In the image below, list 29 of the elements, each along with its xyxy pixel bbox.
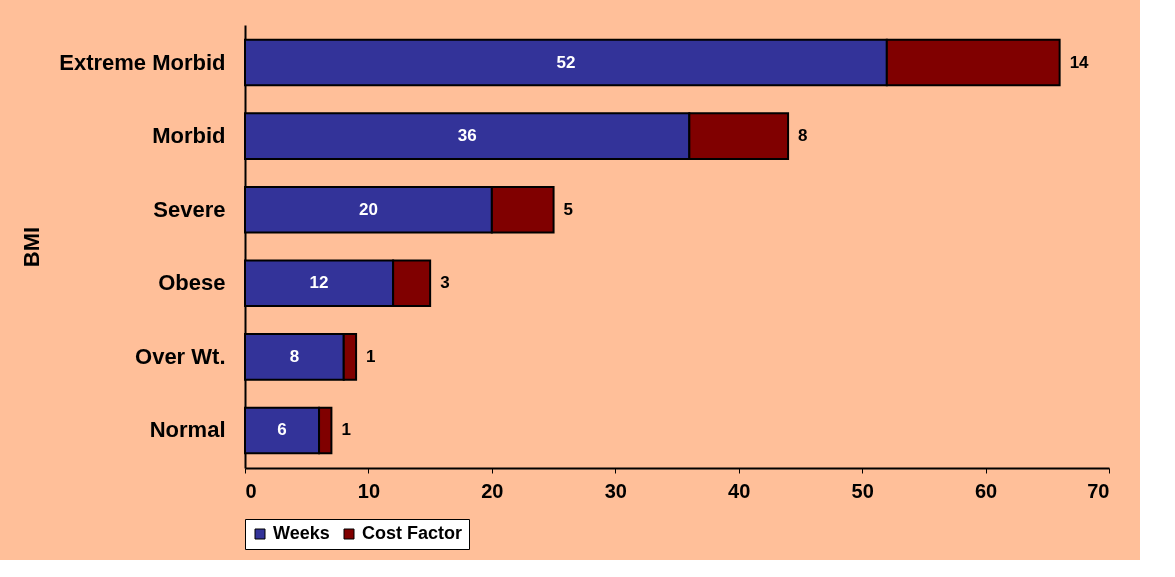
- data-label: 20: [358, 199, 378, 219]
- x-tick-label: 40: [728, 479, 751, 502]
- data-label: 52: [556, 52, 576, 72]
- legend-label: Cost Factor: [362, 523, 463, 543]
- y-tick-label: Extreme Morbid: [59, 49, 226, 75]
- legend-label: Weeks: [273, 523, 330, 543]
- data-label: 36: [457, 126, 477, 146]
- x-tick-label: 60: [974, 479, 998, 502]
- y-tick-label: Severe: [153, 196, 226, 222]
- y-axis-title: BMI: [19, 226, 45, 268]
- x-tick-label: 10: [357, 479, 381, 502]
- y-tick-label: Over Wt.: [135, 343, 226, 369]
- data-label: 5: [563, 199, 574, 219]
- x-tick-label: 50: [851, 479, 874, 502]
- data-label: 14: [1069, 52, 1090, 72]
- y-tick-label: Morbid: [152, 123, 226, 149]
- x-tick-label: 70: [1087, 479, 1110, 502]
- data-label: 6: [277, 420, 287, 440]
- data-label: 3: [440, 273, 450, 293]
- data-label: 1: [366, 346, 376, 366]
- x-tick-label: 0: [245, 479, 257, 502]
- y-tick-label: Normal: [149, 417, 226, 443]
- y-tick-label: Obese: [158, 270, 226, 296]
- data-label: 12: [309, 273, 329, 293]
- data-label: 8: [289, 346, 300, 366]
- data-label: 8: [798, 126, 808, 146]
- data-label: 1: [341, 420, 351, 440]
- x-tick-label: 20: [481, 479, 504, 502]
- x-tick-label: 30: [604, 479, 627, 502]
